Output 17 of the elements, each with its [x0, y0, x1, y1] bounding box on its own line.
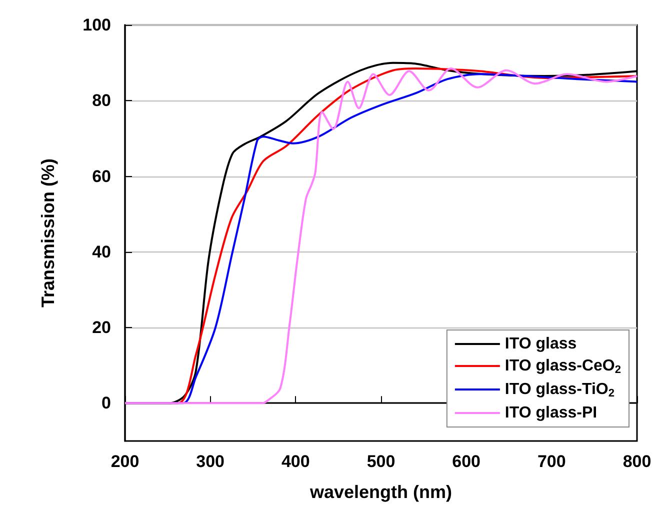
y-tick-label: 40 — [92, 242, 111, 262]
x-tick-label: 300 — [196, 452, 225, 471]
y-tick-label: 0 — [102, 394, 111, 413]
y-tick-label: 60 — [92, 166, 111, 186]
y-axis-title: Transmission (%) — [38, 158, 58, 308]
x-tick-label: 800 — [622, 452, 652, 471]
x-tick-label: 400 — [281, 452, 310, 471]
x-tick-label: 200 — [110, 452, 140, 471]
x-tick-label: 600 — [452, 452, 481, 471]
y-tick-label: 100 — [82, 16, 111, 34]
y-tick-label: 20 — [92, 318, 111, 338]
x-tick-label: 500 — [366, 452, 396, 471]
legend-label: ITO glass-PI — [504, 404, 598, 422]
y-tick-label: 80 — [92, 91, 111, 110]
legend-label: ITO glass — [504, 336, 577, 352]
x-axis-title: wavelength (nm) — [308, 482, 452, 502]
x-tick-label: 700 — [537, 452, 566, 471]
